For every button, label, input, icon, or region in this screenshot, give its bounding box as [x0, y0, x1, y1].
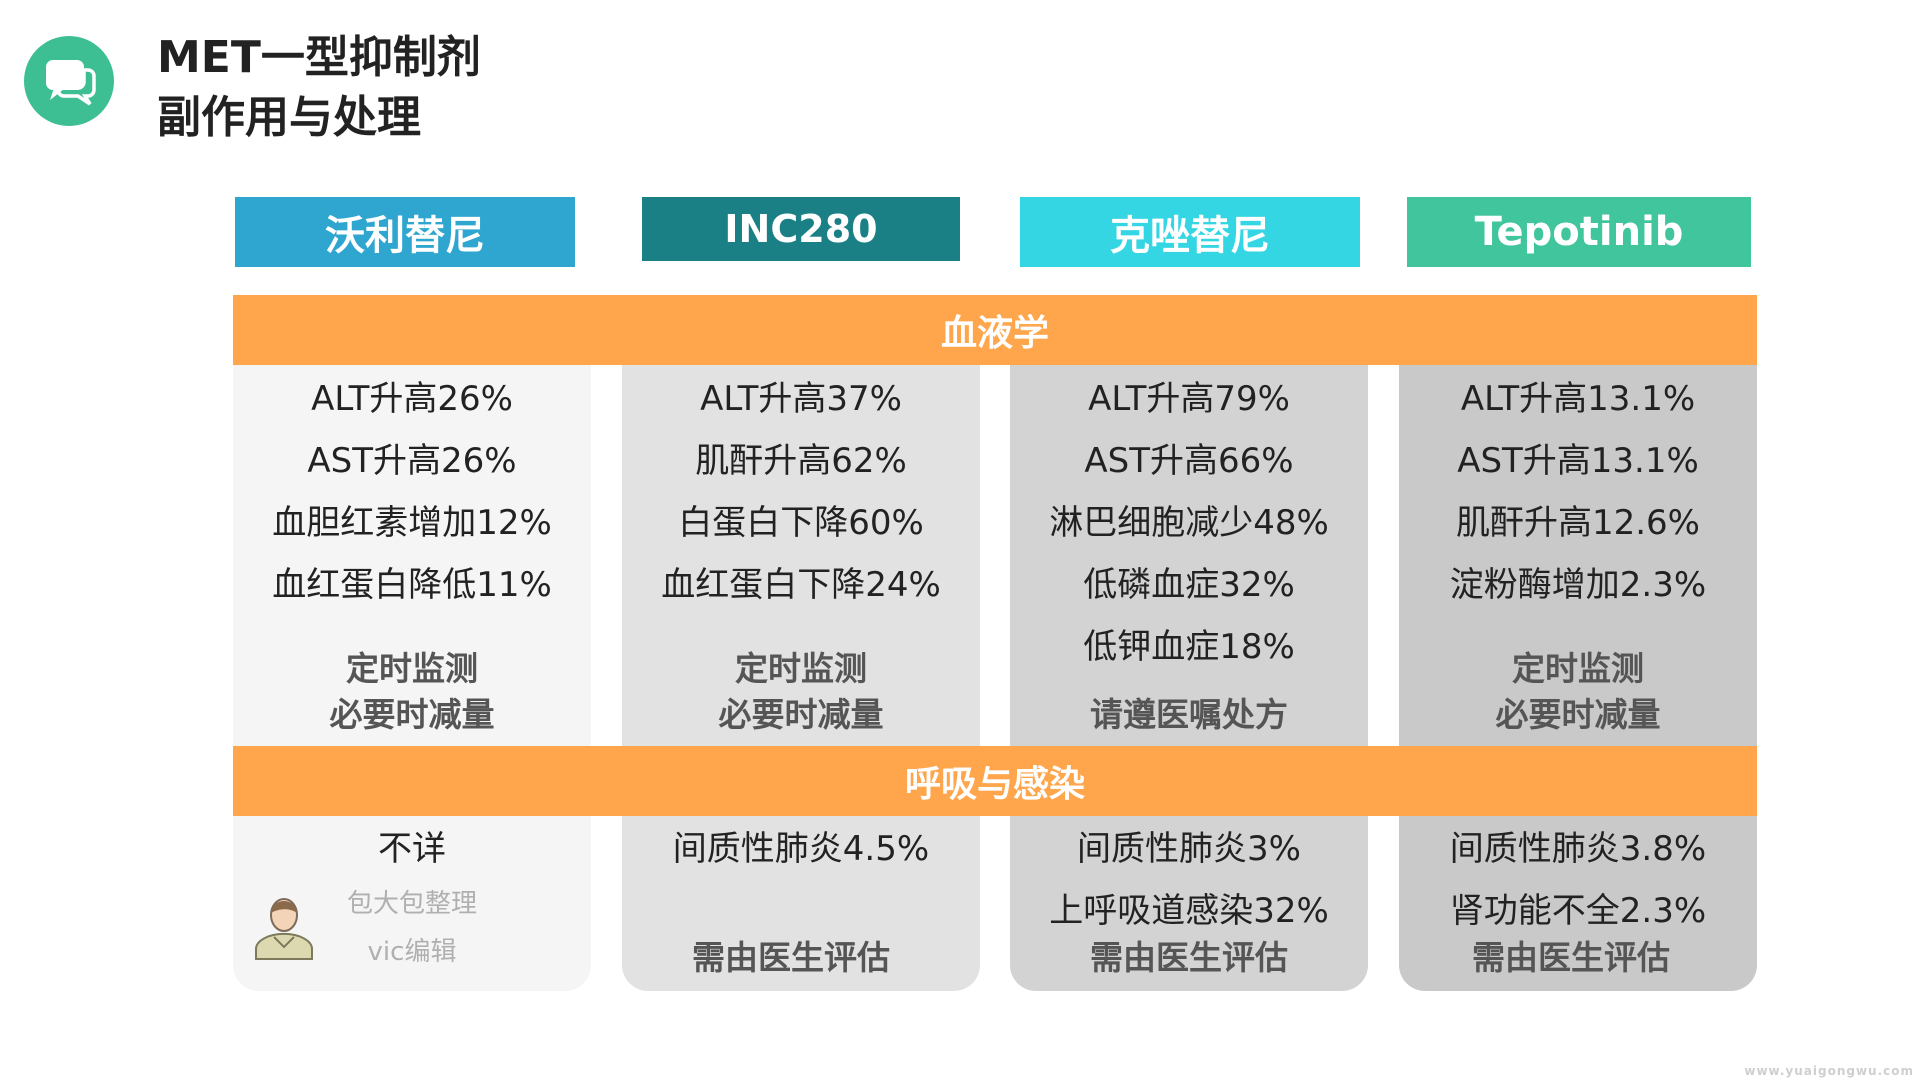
- blood-item: ALT升高26%: [311, 379, 513, 419]
- chat-bubbles-icon: [24, 36, 114, 126]
- column-bg-3: [1010, 295, 1368, 991]
- resp-advice: 需由医生评估: [1472, 938, 1670, 977]
- column-header-4: Tepotinib: [1407, 197, 1751, 267]
- column-bg-4: [1399, 295, 1757, 991]
- blood-advice: 定时监测: [735, 649, 867, 688]
- blood-item: 低磷血症32%: [1083, 565, 1295, 605]
- resp-advice: 需由医生评估: [1090, 938, 1288, 977]
- column-bg-1: [233, 295, 591, 991]
- column-header-2: INC280: [642, 197, 960, 261]
- watermark: www.yuaigongwu.com: [1744, 1064, 1914, 1078]
- page-title: MET一型抑制剂 副作用与处理: [157, 28, 481, 148]
- blood-advice: 请遵医嘱处方: [1090, 695, 1288, 734]
- person-avatar-icon: [250, 893, 318, 965]
- editor-credit: vic编辑: [367, 937, 457, 967]
- resp-item: 间质性肺炎3%: [1077, 829, 1301, 869]
- blood-item: 血红蛋白下降24%: [661, 565, 941, 605]
- blood-item: 淋巴细胞减少48%: [1049, 503, 1329, 543]
- blood-item: ALT升高13.1%: [1460, 379, 1696, 419]
- blood-advice: 必要时减量: [1495, 695, 1661, 734]
- resp-advice: 需由医生评估: [692, 938, 890, 977]
- resp-item: 不详: [378, 829, 446, 869]
- resp-item: 肾功能不全2.3%: [1449, 891, 1707, 931]
- column-header-3: 克唑替尼: [1020, 197, 1360, 267]
- resp-item: 间质性肺炎4.5%: [672, 829, 930, 869]
- blood-advice: 必要时减量: [718, 695, 884, 734]
- section-band-blood: 血液学: [233, 295, 1757, 365]
- blood-item: AST升高26%: [307, 441, 517, 481]
- blood-item: 白蛋白下降60%: [678, 503, 924, 543]
- blood-item: 血红蛋白降低11%: [272, 565, 552, 605]
- resp-item: 间质性肺炎3.8%: [1449, 829, 1707, 869]
- blood-advice: 必要时减量: [329, 695, 495, 734]
- blood-item: 淀粉酶增加2.3%: [1449, 565, 1707, 605]
- resp-item: 上呼吸道感染32%: [1049, 891, 1329, 931]
- blood-item: AST升高66%: [1084, 441, 1294, 481]
- blood-advice: 定时监测: [346, 649, 478, 688]
- editor-credit: 包大包整理: [346, 889, 477, 919]
- title-line-1: MET一型抑制剂: [157, 32, 481, 83]
- blood-item: 肌酐升高12.6%: [1455, 503, 1700, 543]
- blood-item: 血胆红素增加12%: [272, 503, 552, 543]
- blood-item: AST升高13.1%: [1457, 441, 1699, 481]
- blood-item: 肌酐升高62%: [695, 441, 907, 481]
- blood-item: ALT升高79%: [1088, 379, 1290, 419]
- title-line-2: 副作用与处理: [157, 92, 421, 143]
- blood-item: ALT升高37%: [700, 379, 902, 419]
- section-band-resp: 呼吸与感染: [233, 746, 1757, 816]
- blood-advice: 定时监测: [1512, 649, 1644, 688]
- column-header-1: 沃利替尼: [235, 197, 575, 267]
- column-bg-2: [622, 295, 980, 991]
- blood-item: 低钾血症18%: [1083, 627, 1295, 667]
